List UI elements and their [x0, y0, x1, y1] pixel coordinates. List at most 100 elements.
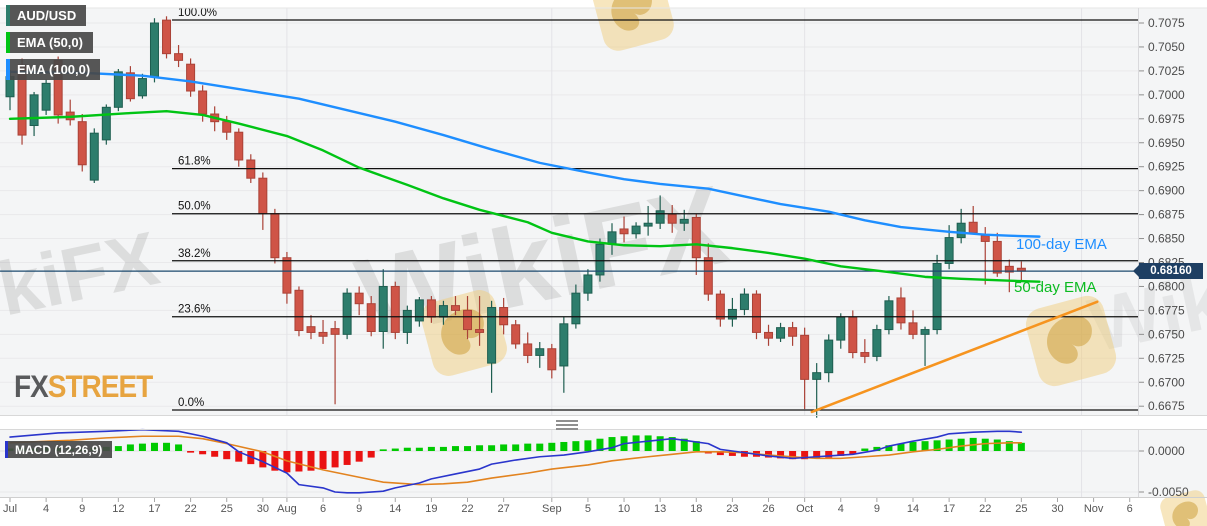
- price-axis-label: 0.7075: [1148, 16, 1185, 30]
- ema50-legend-badge[interactable]: EMA (50,0): [6, 32, 93, 53]
- price-gridlines: [0, 22, 1138, 493]
- candle: [788, 321, 798, 346]
- x-axis-label: Jul: [3, 503, 17, 515]
- candle: [631, 222, 641, 239]
- candle: [174, 45, 184, 68]
- macd-histogram-bar: [909, 441, 917, 451]
- x-axis-label: 4: [838, 503, 844, 515]
- ema100-line: [8, 70, 1041, 238]
- macd-histogram-bar: [415, 447, 423, 451]
- macd-histogram-bar: [981, 438, 989, 451]
- x-axis-label: Nov: [1084, 503, 1104, 515]
- x-axis-label: 22: [461, 503, 473, 515]
- candle: [41, 79, 51, 115]
- macd-histogram-bar: [825, 451, 833, 458]
- candle: [137, 73, 147, 99]
- macd-histogram-bar: [560, 441, 568, 451]
- x-axis-label: Sep: [542, 503, 562, 515]
- ema100-label: EMA (100,0): [17, 62, 91, 77]
- macd-histogram-bar: [235, 451, 243, 462]
- macd-histogram-bar: [464, 446, 472, 451]
- x-axis-label: 26: [762, 503, 774, 515]
- candle: [89, 128, 99, 183]
- macd-line: [9, 428, 1023, 494]
- macd-histogram-bar: [1017, 442, 1025, 451]
- candle: [571, 284, 581, 329]
- macd-histogram-bar: [644, 435, 652, 451]
- x-axis-label: 6: [1127, 503, 1133, 515]
- price-axis-label: 0.7025: [1148, 64, 1185, 78]
- fxstreet-logo-fx: FX: [14, 369, 49, 404]
- x-axis-label: 9: [79, 503, 85, 515]
- macd-histogram-bar: [801, 451, 809, 460]
- candle: [860, 339, 870, 364]
- macd-histogram-bar: [716, 451, 724, 456]
- macd-histogram-bar: [175, 444, 183, 451]
- macd-indicator-badge[interactable]: MACD (12,26,9): [5, 441, 113, 458]
- macd-histogram-bar: [728, 451, 736, 456]
- ema50-label: EMA (50,0): [17, 35, 83, 50]
- candle: [535, 342, 545, 368]
- macd-histogram-bar: [608, 437, 616, 451]
- candle: [390, 281, 400, 340]
- macd-histogram-bar: [211, 451, 219, 457]
- x-axis-label: 30: [1051, 503, 1063, 515]
- price-axis-label: 0.6950: [1148, 136, 1185, 150]
- wikifx-logo-watermark: [1025, 295, 1117, 387]
- macd-histogram-bar: [584, 440, 592, 451]
- candle: [149, 18, 159, 83]
- fib-levels: 100.0% 61.8% 50.0% 38.2% 23.6% 0.0%: [172, 7, 1138, 411]
- candle: [583, 269, 593, 301]
- candle: [932, 254, 942, 335]
- fib-level-label: 100.0%: [178, 7, 217, 19]
- candle: [920, 326, 930, 366]
- macd-histogram-bar: [488, 445, 496, 451]
- ema50-line: [8, 109, 1041, 283]
- x-axis-label: 25: [221, 503, 233, 515]
- macd-histogram-bar: [138, 443, 146, 451]
- candle: [29, 91, 39, 137]
- fxstreet-logo-street: STREET: [47, 369, 153, 404]
- macd-histogram-bar: [921, 441, 929, 451]
- price-axis: 0.7075 0.7050 0.7025 0.7000 0.6975 0.6950 0.69…: [1139, 16, 1189, 499]
- candle: [475, 296, 485, 346]
- candle: [450, 296, 460, 316]
- ascending-trendline[interactable]: [810, 300, 1099, 414]
- candle: [342, 288, 352, 340]
- candle: [908, 310, 918, 340]
- x-axis-label: 9: [356, 503, 362, 515]
- pane-separator[interactable]: [0, 415, 1207, 430]
- candle: [378, 269, 388, 349]
- x-axis: Jul 4 9 12 17 22 25 30 Aug 6 9 14 19 22 27 Sep 5 10 13 18 23…: [3, 498, 1133, 515]
- price-axis-label: 0.6800: [1148, 279, 1185, 293]
- ema100-annotation: 100-day EMA: [1016, 236, 1107, 253]
- macd-histogram-bar: [813, 451, 821, 459]
- macd-histogram-bar: [933, 440, 941, 451]
- x-axis-label: 18: [690, 503, 702, 515]
- candle: [162, 16, 172, 59]
- macd-histogram-bar: [861, 448, 869, 451]
- last-price-badge: 0.68160: [1133, 263, 1203, 279]
- candle: [812, 363, 822, 418]
- x-axis-strip: [0, 498, 1207, 526]
- macd-histogram-bar: [668, 437, 676, 451]
- candle: [619, 216, 629, 243]
- candle: [547, 343, 557, 379]
- x-axis-label: 19: [425, 503, 437, 515]
- ema100-legend-badge[interactable]: EMA (100,0): [6, 59, 101, 80]
- macd-histogram-bar: [632, 435, 640, 451]
- price-axis-label: 0.6700: [1148, 375, 1185, 389]
- candle: [559, 317, 569, 393]
- price-axis-label: 0.6725: [1148, 351, 1185, 365]
- x-axis-label: 6: [320, 503, 326, 515]
- candle: [595, 238, 605, 282]
- macd-axis-label: 0.0000: [1148, 444, 1185, 458]
- x-axis-label: Oct: [796, 503, 813, 515]
- pane-resize-handle-icon[interactable]: [556, 419, 578, 431]
- macd-histogram-bar: [259, 451, 267, 468]
- candle: [306, 315, 316, 340]
- macd-histogram-bar: [993, 439, 1001, 451]
- x-axis-label: 17: [148, 503, 160, 515]
- symbol-legend-badge[interactable]: AUD/USD: [6, 5, 87, 26]
